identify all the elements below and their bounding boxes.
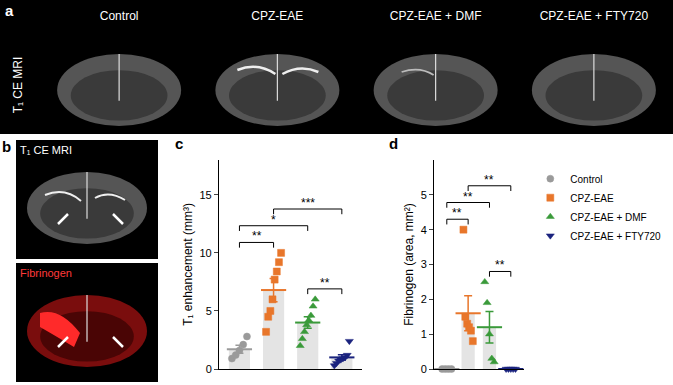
svg-text:T₁ CE MRI: T₁ CE MRI [20,144,72,156]
svg-text:**: ** [484,173,494,187]
svg-text:T₁ CE MRI: T₁ CE MRI [11,57,25,114]
svg-text:**: ** [463,190,473,204]
svg-text:15: 15 [200,189,212,201]
svg-text:2: 2 [421,293,427,305]
svg-text:d: d [389,136,398,152]
svg-text:CPZ-EAE: CPZ-EAE [251,9,303,23]
svg-text:Control: Control [570,174,602,185]
svg-text:CPZ-EAE + FTY720: CPZ-EAE + FTY720 [540,9,649,23]
svg-text:Fibrinogen (area, mm²): Fibrinogen (area, mm²) [402,203,416,326]
svg-text:**: ** [452,206,462,220]
svg-text:***: *** [301,196,315,210]
svg-text:*: * [271,213,276,227]
svg-text:Fibrinogen: Fibrinogen [20,267,72,279]
svg-text:a: a [5,2,14,19]
svg-text:c: c [175,136,183,152]
svg-text:5: 5 [421,189,427,201]
svg-text:CPZ-EAE: CPZ-EAE [570,193,614,204]
svg-text:**: ** [252,229,262,243]
svg-text:4: 4 [421,224,427,236]
svg-text:3: 3 [421,258,427,270]
svg-text:5: 5 [206,305,212,317]
svg-text:1: 1 [421,328,427,340]
svg-text:**: ** [495,258,505,272]
svg-text:CPZ-EAE + FTY720: CPZ-EAE + FTY720 [570,231,661,242]
svg-text:CPZ-EAE + DMF: CPZ-EAE + DMF [570,212,646,223]
svg-text:T₁ enhancement (mm³): T₁ enhancement (mm³) [181,203,195,326]
svg-text:0: 0 [421,363,427,375]
svg-text:CPZ-EAE + DMF: CPZ-EAE + DMF [390,9,482,23]
svg-text:b: b [2,138,11,155]
svg-text:**: ** [320,276,330,290]
svg-text:Control: Control [100,9,139,23]
svg-text:10: 10 [200,247,212,259]
svg-text:0: 0 [206,363,212,375]
